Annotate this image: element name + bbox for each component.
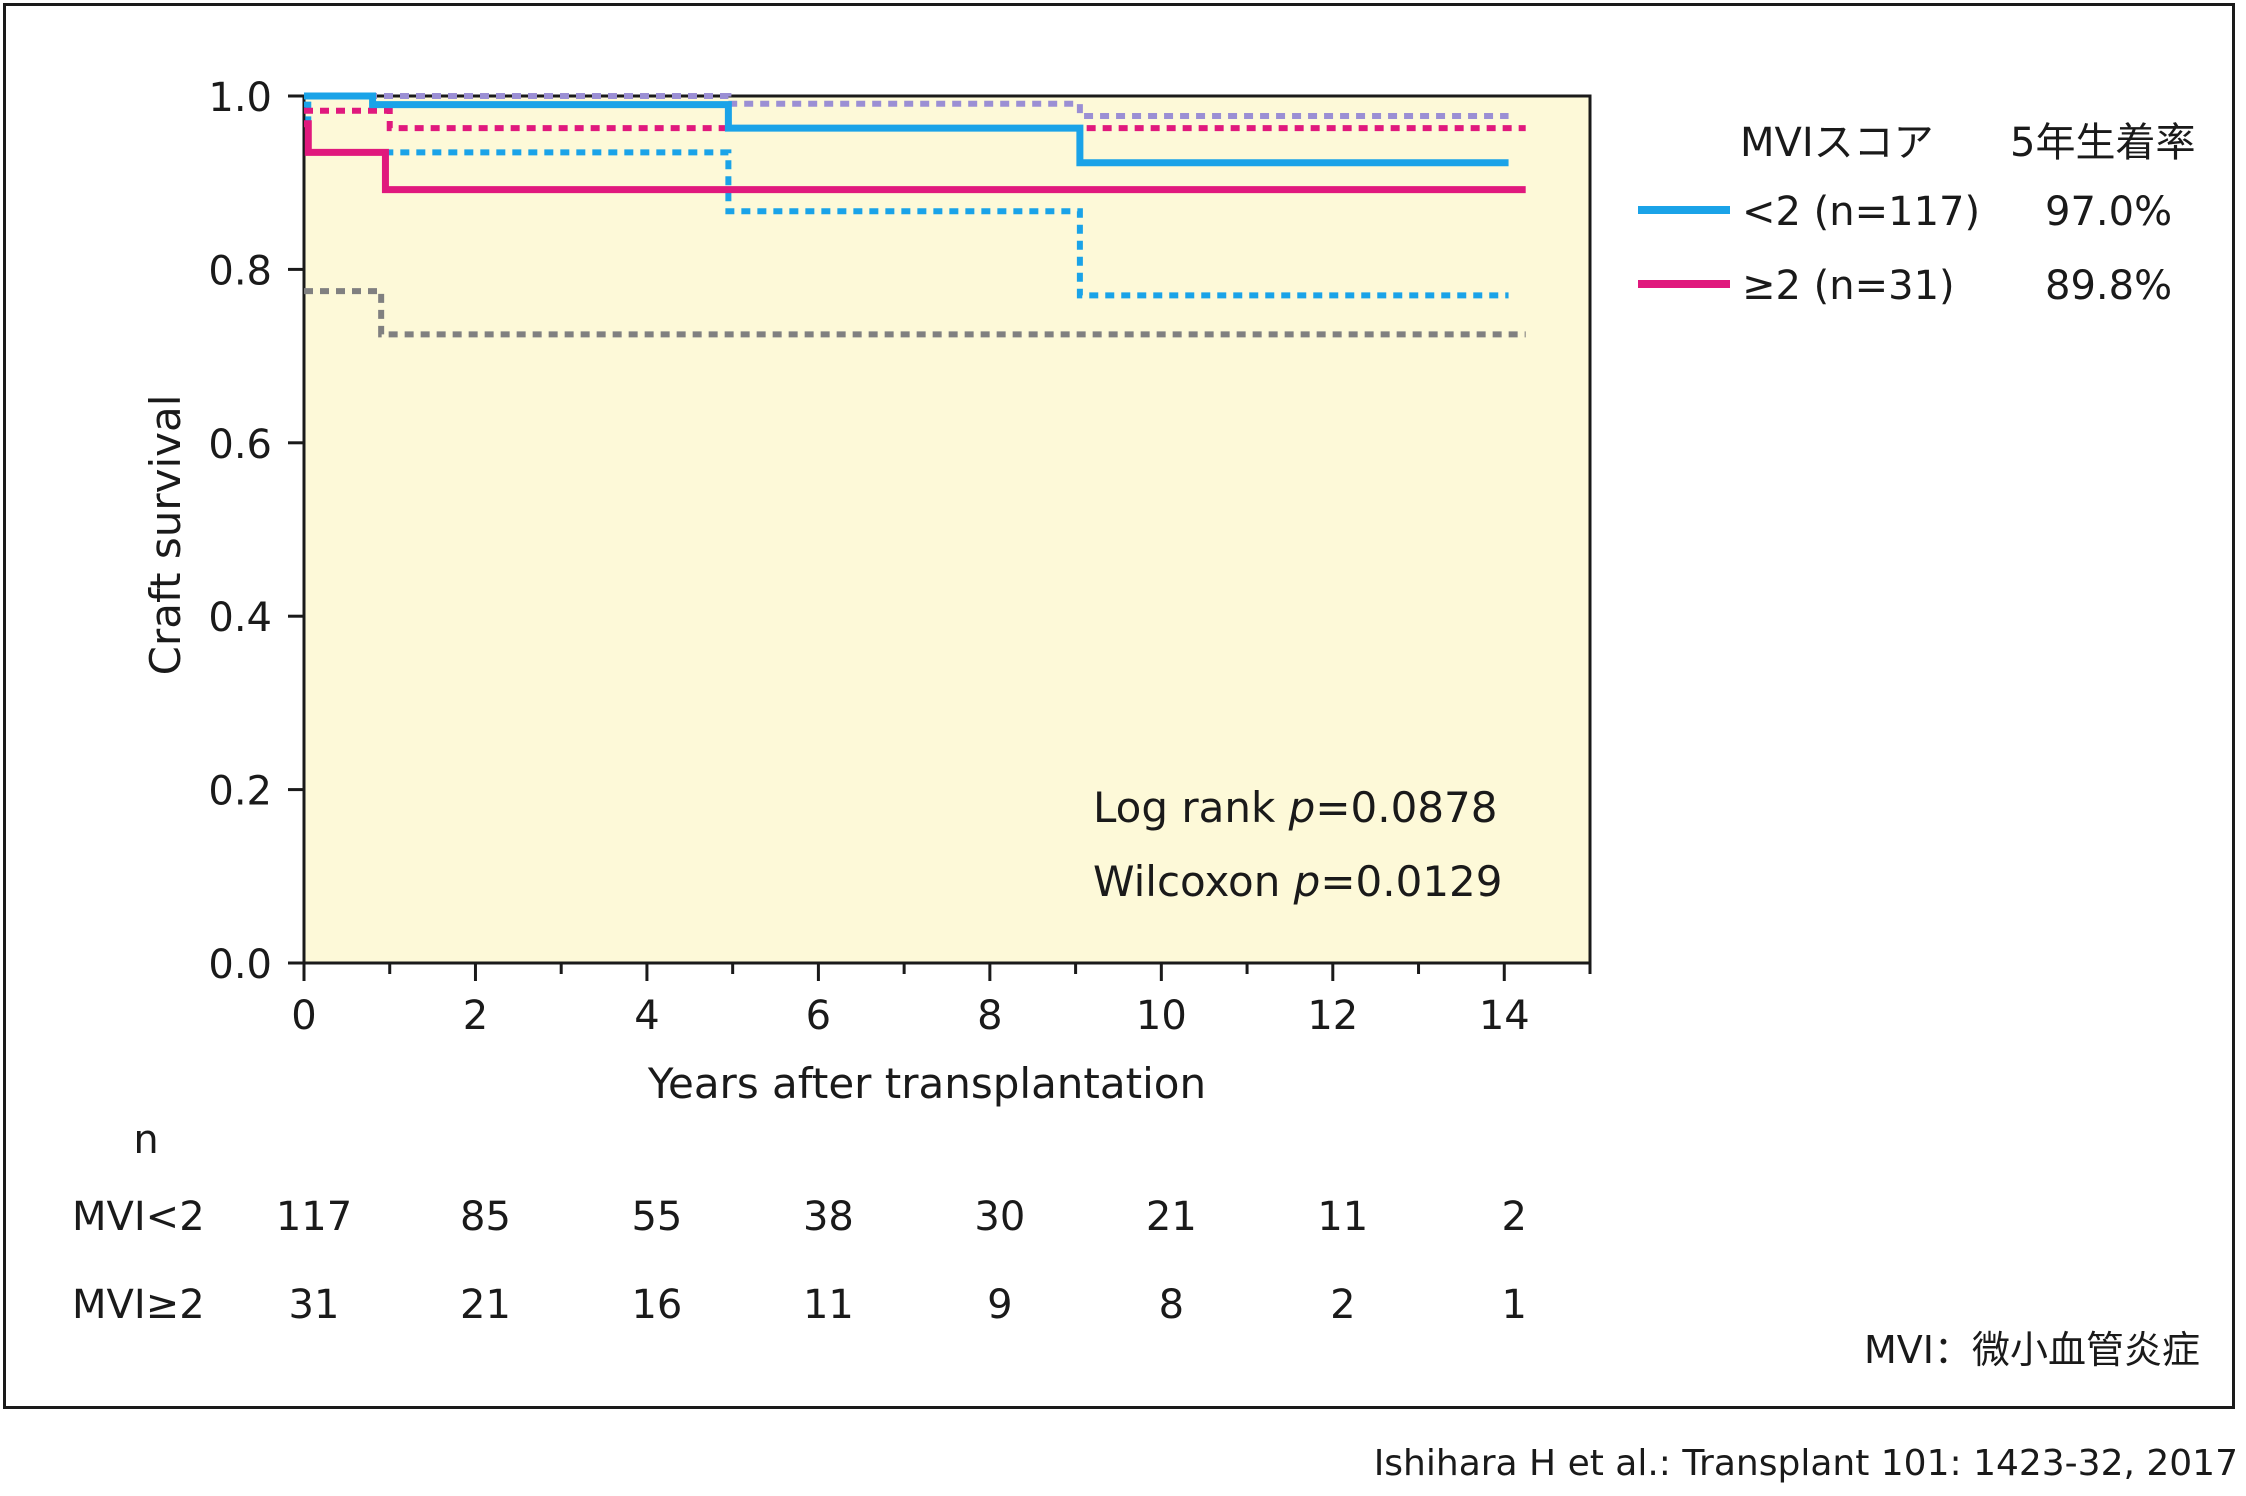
- legend-header-rate: 5年生着率: [2010, 120, 2195, 166]
- y-tick-label: 1.0: [208, 75, 272, 121]
- figure-frame: [3, 3, 2235, 1409]
- risk-row-label: MVI≥2: [72, 1282, 205, 1328]
- risk-cell: 11: [803, 1282, 854, 1328]
- x-axis-title: Years after transplantation: [647, 1059, 1206, 1108]
- legend-entry-label: <2 (n=117): [1742, 189, 1980, 235]
- footnote: MVI：微小血管炎症: [1864, 1328, 2200, 1372]
- y-tick-label: 0.8: [208, 248, 272, 294]
- y-tick-label: 0.0: [208, 942, 272, 988]
- risk-cell: 55: [631, 1194, 682, 1240]
- x-tick-label: 4: [634, 993, 659, 1039]
- series-ci-1: [304, 101, 1509, 299]
- series-ci-0: [304, 93, 1509, 119]
- series-ci-3: [304, 288, 1526, 338]
- risk-cell: 8: [1159, 1282, 1184, 1328]
- y-axis-title: Craft survival: [141, 395, 190, 676]
- risk-cell: 2: [1502, 1194, 1527, 1240]
- km-chart: 0.00.20.40.60.81.00 2 4 6 8 10 12 14 Years afte…: [72, 75, 2200, 1372]
- risk-cell: 30: [974, 1194, 1025, 1240]
- risk-cell: 11: [1317, 1194, 1368, 1240]
- risk-table-header: n: [133, 1117, 158, 1163]
- risk-cell: 2: [1330, 1282, 1355, 1328]
- series-estimate-5: [304, 120, 1526, 194]
- x-tick-label: 6: [806, 993, 831, 1039]
- risk-cell: 31: [289, 1282, 340, 1328]
- risk-cell: 21: [1146, 1194, 1197, 1240]
- legend-entry-label: ≥2 (n=31): [1742, 263, 1955, 309]
- legend-entry-rate: 89.8%: [2045, 263, 2172, 309]
- y-tick-label: 0.4: [208, 595, 272, 641]
- risk-cell: 1: [1502, 1282, 1527, 1328]
- risk-row-label: MVI<2: [72, 1194, 205, 1240]
- x-tick-label: 12: [1307, 993, 1358, 1039]
- legend-header-label: MVIスコア: [1740, 120, 1934, 166]
- x-tick-label: 2: [463, 993, 488, 1039]
- stat-annotation: Wilcoxon p=0.0129: [1093, 857, 1503, 906]
- legend-entry-rate: 97.0%: [2045, 189, 2172, 235]
- risk-cell: 85: [460, 1194, 511, 1240]
- plot-area: [302, 94, 1592, 965]
- x-tick-label: 0: [291, 993, 316, 1039]
- risk-cell: 117: [276, 1194, 352, 1240]
- risk-cell: 9: [987, 1282, 1012, 1328]
- y-tick-label: 0.2: [208, 769, 272, 815]
- x-tick-label: 14: [1479, 993, 1530, 1039]
- y-tick-label: 0.6: [208, 422, 272, 468]
- risk-cell: 21: [460, 1282, 511, 1328]
- series-estimate-4: [304, 92, 1509, 167]
- citation: Ishihara H et al.: Transplant 101: 1423-…: [1373, 1443, 2238, 1484]
- risk-cell: 38: [803, 1194, 854, 1240]
- stat-annotation: Log rank p=0.0878: [1093, 783, 1498, 832]
- risk-cell: 16: [631, 1282, 682, 1328]
- x-tick-label: 10: [1136, 993, 1187, 1039]
- x-tick-label: 8: [977, 993, 1002, 1039]
